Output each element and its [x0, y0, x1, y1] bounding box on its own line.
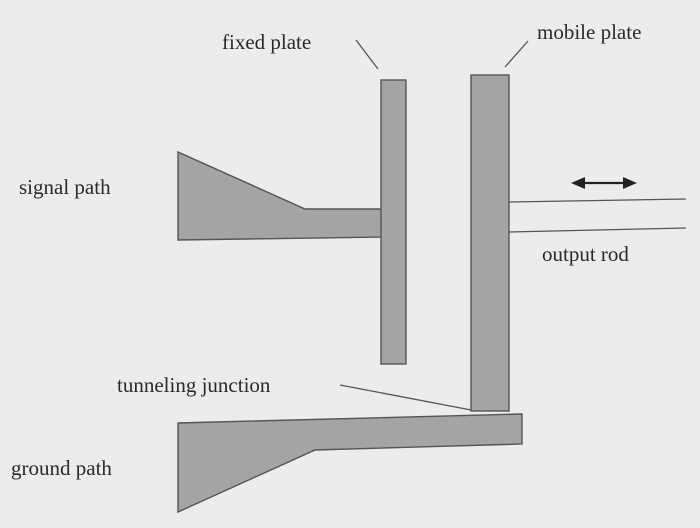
ground-path-shape — [177, 413, 523, 514]
output-rod-top-edge — [508, 198, 687, 203]
tunneling-junction-leader — [339, 384, 472, 411]
output-rod-bottom-edge — [508, 227, 687, 233]
tunneling-junction-label: tunneling junction — [117, 373, 271, 397]
fixed-plate-label: fixed plate — [222, 30, 311, 54]
mobile-plate-shape — [470, 74, 510, 412]
mobile-plate-label: mobile plate — [537, 20, 641, 44]
signal-path-shape — [177, 150, 384, 241]
mobile-plate-leader — [504, 40, 529, 68]
signal-path-label: signal path — [19, 175, 111, 199]
output-rod-label: output rod — [542, 242, 629, 266]
double-headed-arrow-icon — [571, 177, 637, 189]
fixed-plate-shape — [380, 79, 407, 365]
fixed-plate-leader — [355, 39, 379, 70]
ground-path-label: ground path — [11, 456, 112, 480]
